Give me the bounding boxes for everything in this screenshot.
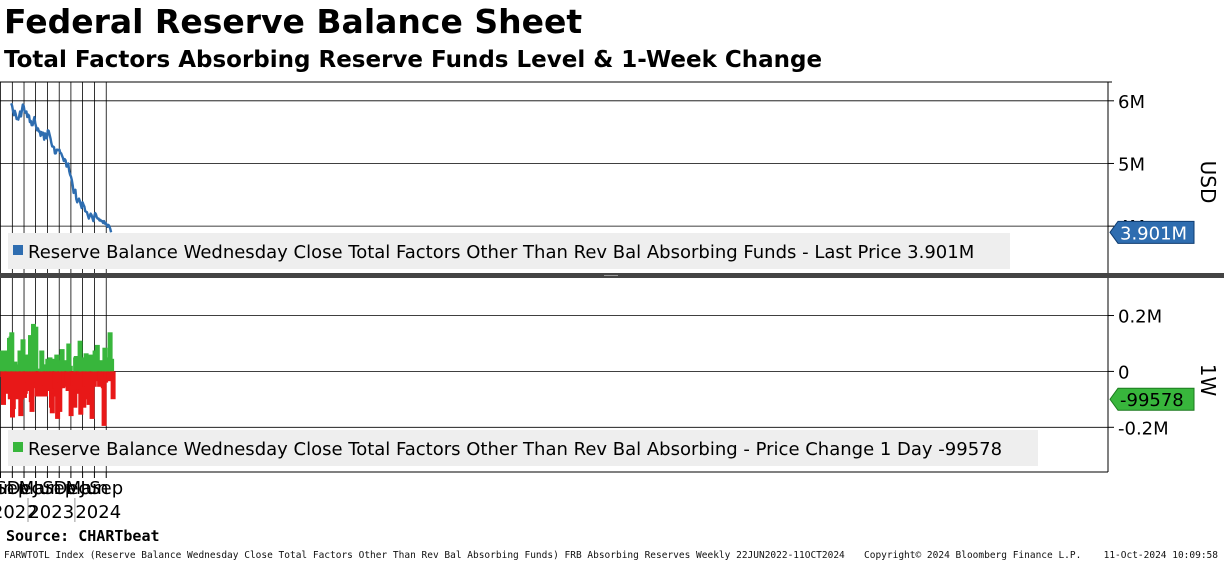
change-bar [20, 339, 26, 372]
y-tick-label: -0.2M [1118, 418, 1169, 439]
change-bar [106, 371, 112, 379]
change-bar [33, 326, 39, 372]
last-value-tag-bg [1109, 220, 1195, 244]
footer-copyright: Copyright© 2024 Bloomberg Finance L.P. [864, 550, 1082, 561]
change-bar [47, 357, 53, 372]
legend-swatch [13, 245, 23, 255]
change-bar [80, 364, 86, 372]
x-tick-label: Mar [66, 478, 101, 499]
x-tick-label: Jun [32, 478, 61, 499]
change-bar [62, 360, 68, 372]
x-tick-label: Sep [42, 478, 76, 499]
x-tick-label: Dec [53, 478, 88, 499]
x-tick-label: Sep [89, 478, 123, 499]
legend-box [8, 233, 1010, 269]
change-bar [73, 356, 79, 372]
x-tick-label: Dec [7, 478, 42, 499]
change-bar [89, 371, 95, 419]
change-bar [39, 350, 45, 372]
x-year-label: 2024 [75, 502, 121, 523]
legend-bottom: Reserve Balance Wednesday Close Total Fa… [8, 430, 1038, 466]
change-bar [94, 371, 100, 382]
y-tick-label: 5M [1118, 154, 1145, 175]
x-year-label: 2023 [28, 502, 74, 523]
change-bar [67, 365, 73, 372]
y-tick-label: 0 [1118, 362, 1129, 383]
last-change-tag: -99578 [1109, 387, 1195, 411]
chart-subtitle: Total Factors Absorbing Reserve Funds Le… [4, 47, 823, 73]
legend-swatch [13, 442, 23, 452]
legend-label: Reserve Balance Wednesday Close Total Fa… [28, 439, 1002, 460]
last-value-tag: 3.901M [1109, 220, 1195, 244]
y-axis-title: USD [1196, 161, 1220, 204]
change-bar [19, 371, 24, 400]
change-bar [109, 358, 115, 372]
change-bar [25, 371, 31, 391]
change-bar [57, 371, 63, 412]
change-bar [95, 363, 101, 372]
change-bar [72, 371, 78, 408]
change-bar [55, 360, 61, 372]
change-bar [101, 371, 107, 426]
change-bar [94, 344, 100, 372]
legend-top: Reserve Balance Wednesday Close Total Fa… [8, 233, 1010, 269]
change-bar [46, 371, 51, 391]
x-tick-label: Jun [79, 478, 108, 499]
y-axis-title: 1W [1196, 364, 1220, 397]
x-tick-label: Sep [0, 478, 29, 499]
change-bar [59, 349, 65, 372]
change-bar [78, 371, 84, 415]
source-label: Source: CHARTbeat [6, 527, 160, 545]
change-bar [102, 347, 108, 372]
change-bar [110, 371, 116, 400]
legend-label: Reserve Balance Wednesday Close Total Fa… [28, 242, 974, 263]
change-bar [41, 364, 47, 372]
change-bar [0, 350, 5, 372]
last-change-tag-bg [1109, 387, 1195, 411]
footer-timestamp: 11-Oct-2024 10:09:58 [1103, 550, 1218, 561]
change-bar [88, 354, 94, 372]
change-bar [9, 332, 15, 372]
change-bar [2, 350, 8, 372]
x-tick-label: Mar [19, 478, 54, 499]
legend-box [8, 430, 1038, 466]
y-tick-label: 0.2M [1118, 307, 1162, 328]
y-tick-label: 6M [1118, 92, 1145, 113]
change-bar [17, 350, 23, 372]
change-bar [107, 332, 113, 372]
level-series-line [10, 102, 113, 233]
change-bar [50, 358, 56, 372]
chart-title: Federal Reserve Balance Sheet [4, 2, 583, 41]
last-change-tag-text: -99578 [1120, 390, 1184, 411]
change-bar [68, 371, 74, 417]
change-bar [21, 357, 27, 372]
footer-ticker-info: FARWTOTL Index (Reserve Balance Wednesda… [4, 550, 845, 561]
change-bar [4, 371, 9, 394]
change-bar [66, 343, 72, 372]
x-tick-label: Jun [0, 478, 15, 499]
change-bar [77, 340, 83, 372]
change-bar [29, 371, 35, 412]
last-value-tag-text: 3.901M [1120, 223, 1187, 244]
